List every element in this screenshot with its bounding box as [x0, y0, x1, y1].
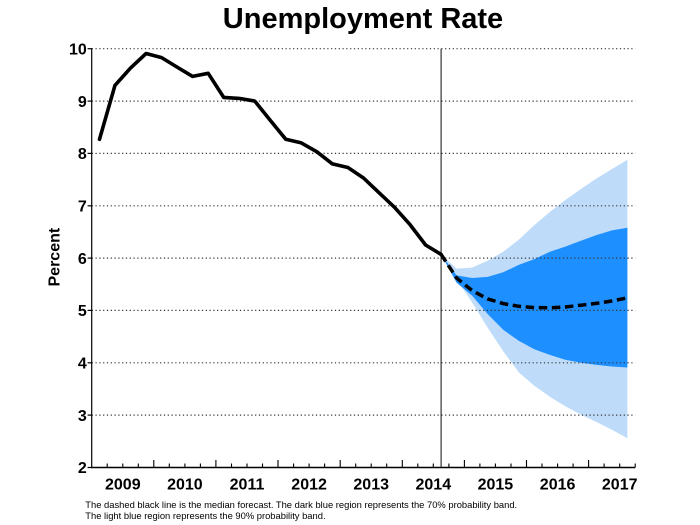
svg-text:3: 3	[78, 408, 87, 425]
svg-text:2016: 2016	[540, 477, 576, 494]
svg-text:Percent: Percent	[47, 227, 64, 286]
svg-text:Unemployment Rate: Unemployment Rate	[223, 3, 503, 35]
svg-text:2014: 2014	[416, 477, 452, 494]
svg-text:2010: 2010	[167, 477, 203, 494]
svg-text:The light blue region represen: The light blue region represents the 90%…	[85, 510, 325, 521]
svg-text:2017: 2017	[602, 477, 638, 494]
svg-text:2012: 2012	[291, 477, 327, 494]
svg-text:7: 7	[78, 199, 87, 216]
svg-text:9: 9	[78, 94, 87, 111]
svg-text:10: 10	[69, 41, 87, 58]
svg-text:2015: 2015	[478, 477, 514, 494]
svg-text:5: 5	[78, 303, 87, 320]
svg-text:6: 6	[78, 251, 87, 268]
svg-text:4: 4	[78, 356, 87, 373]
svg-text:2011: 2011	[230, 477, 265, 494]
svg-text:2013: 2013	[353, 477, 389, 494]
svg-text:8: 8	[78, 146, 87, 163]
svg-text:2009: 2009	[105, 477, 141, 494]
svg-text:2: 2	[78, 460, 87, 477]
svg-text:The dashed black line is the m: The dashed black line is the median fore…	[85, 499, 517, 510]
